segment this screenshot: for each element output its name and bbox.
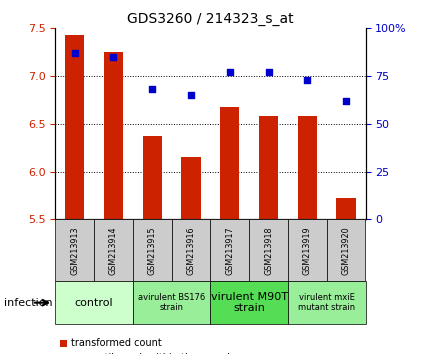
- Text: GSM213918: GSM213918: [264, 226, 273, 275]
- Bar: [181, 157, 201, 219]
- Text: infection: infection: [4, 298, 53, 308]
- Text: control: control: [75, 298, 113, 308]
- Text: GSM213914: GSM213914: [109, 226, 118, 275]
- Bar: [220, 107, 239, 219]
- Bar: [298, 116, 317, 219]
- Bar: [65, 35, 84, 219]
- Bar: [337, 199, 356, 219]
- Text: GSM213917: GSM213917: [225, 226, 234, 275]
- Bar: [259, 116, 278, 219]
- Bar: [104, 52, 123, 219]
- Bar: [142, 136, 162, 219]
- Point: [265, 69, 272, 75]
- Text: GSM213916: GSM213916: [187, 226, 196, 275]
- Point: [71, 50, 78, 56]
- Text: percentile rank within the sample: percentile rank within the sample: [71, 353, 236, 354]
- Title: GDS3260 / 214323_s_at: GDS3260 / 214323_s_at: [127, 12, 294, 26]
- Text: virulent mxiE
mutant strain: virulent mxiE mutant strain: [298, 293, 355, 312]
- Point: [110, 54, 117, 60]
- Point: [343, 98, 349, 104]
- Point: [227, 69, 233, 75]
- Text: GSM213920: GSM213920: [342, 226, 351, 275]
- Text: avirulent BS176
strain: avirulent BS176 strain: [138, 293, 205, 312]
- Text: transformed count: transformed count: [71, 338, 162, 348]
- Point: [304, 77, 311, 83]
- Text: virulent M90T
strain: virulent M90T strain: [211, 292, 288, 314]
- Text: GSM213915: GSM213915: [148, 226, 157, 275]
- Text: GSM213919: GSM213919: [303, 226, 312, 275]
- Point: [149, 87, 156, 92]
- Point: [187, 92, 194, 98]
- Text: GSM213913: GSM213913: [70, 226, 79, 275]
